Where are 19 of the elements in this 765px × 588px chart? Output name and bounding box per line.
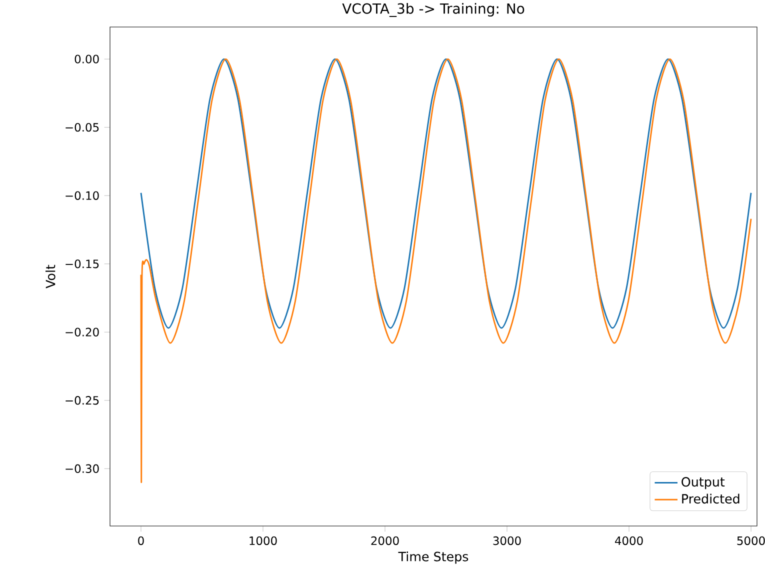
x-tick-label: 1000 bbox=[250, 536, 277, 546]
x-tick-label: 5000 bbox=[737, 536, 765, 546]
chart-title: VCOTA_3b -> Training: No bbox=[342, 3, 524, 17]
y-tick-label: −0.10 bbox=[66, 191, 99, 200]
y-axis-title: Volt bbox=[46, 264, 56, 288]
y-tick-label: −0.15 bbox=[66, 260, 99, 268]
y-tick-label: −0.20 bbox=[66, 328, 99, 336]
x-tick-label: 3000 bbox=[493, 536, 521, 546]
x-axis-title: Time Steps bbox=[398, 552, 468, 564]
x-tick-label: 2000 bbox=[371, 536, 399, 546]
y-tick-label: −0.05 bbox=[66, 123, 99, 132]
y-tick-label: 0.00 bbox=[74, 54, 99, 64]
y-tick-label: −0.25 bbox=[66, 396, 99, 405]
x-tick-label: 0 bbox=[138, 536, 144, 546]
line-series bbox=[140, 58, 752, 329]
y-tick-label: −0.30 bbox=[66, 464, 99, 473]
x-tick-label: 4000 bbox=[614, 536, 643, 546]
legend-label: Predicted bbox=[682, 494, 740, 504]
legend-label: Output bbox=[682, 477, 725, 490]
